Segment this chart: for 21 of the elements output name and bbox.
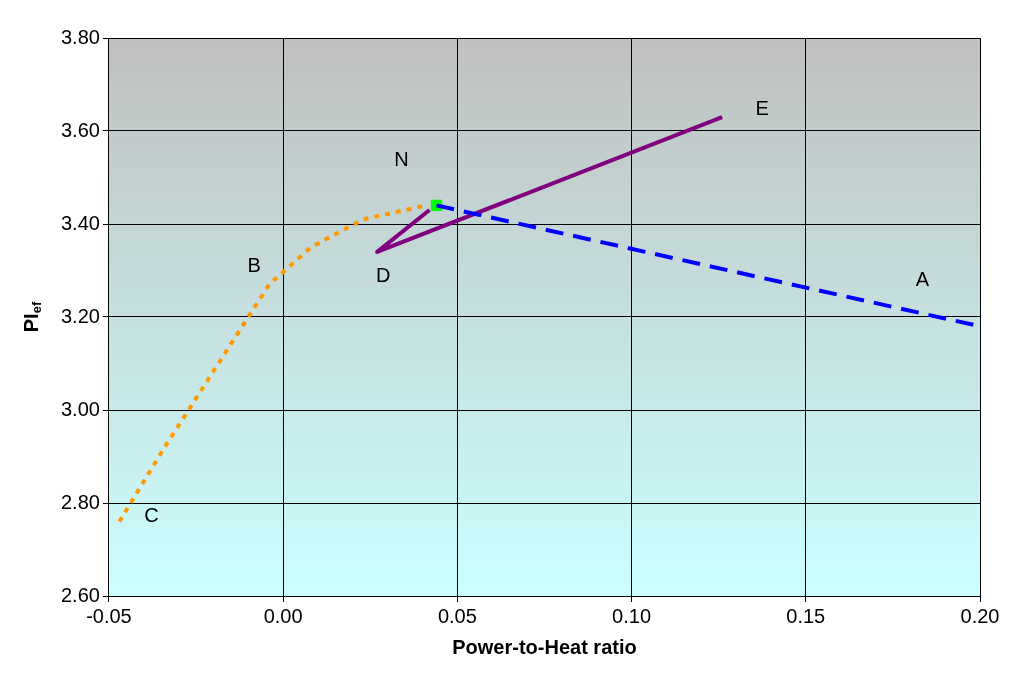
x-tick-label: -0.05: [86, 604, 132, 627]
x-tick-label: 0.05: [437, 604, 477, 627]
annotation: E: [755, 96, 769, 119]
y-tick-label: 3.40: [60, 211, 100, 234]
y-tick-label: 2.60: [60, 583, 100, 606]
x-tick-label: 0.10: [612, 604, 652, 627]
x-tick-label: 0.15: [786, 604, 826, 627]
x-tick-label: 0.00: [263, 604, 303, 627]
y-tick-label: 3.80: [60, 25, 100, 48]
y-tick-label: 3.20: [60, 304, 100, 327]
annotation: A: [915, 268, 930, 291]
x-axis-title: Power-to-Heat ratio: [452, 635, 637, 658]
annotation: C: [144, 504, 159, 527]
annotation: B: [247, 253, 261, 276]
annotation: D: [375, 264, 391, 287]
annotation: N: [394, 147, 409, 170]
y-axis-title: PIef: [19, 301, 44, 333]
y-tick-label: 3.60: [60, 118, 100, 141]
y-tick-label: 2.80: [60, 490, 100, 513]
y-tick-label: 3.00: [60, 397, 100, 420]
x-tick-label: 0.20: [960, 604, 1000, 627]
